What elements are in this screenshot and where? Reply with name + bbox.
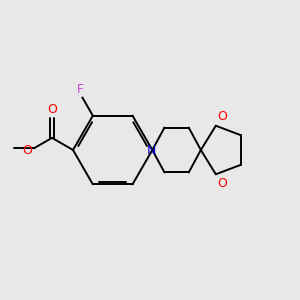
Text: N: N [147, 143, 156, 157]
Text: O: O [218, 110, 227, 123]
Text: O: O [47, 103, 57, 116]
Text: O: O [218, 177, 227, 190]
Text: F: F [77, 83, 84, 96]
Text: O: O [22, 144, 32, 157]
